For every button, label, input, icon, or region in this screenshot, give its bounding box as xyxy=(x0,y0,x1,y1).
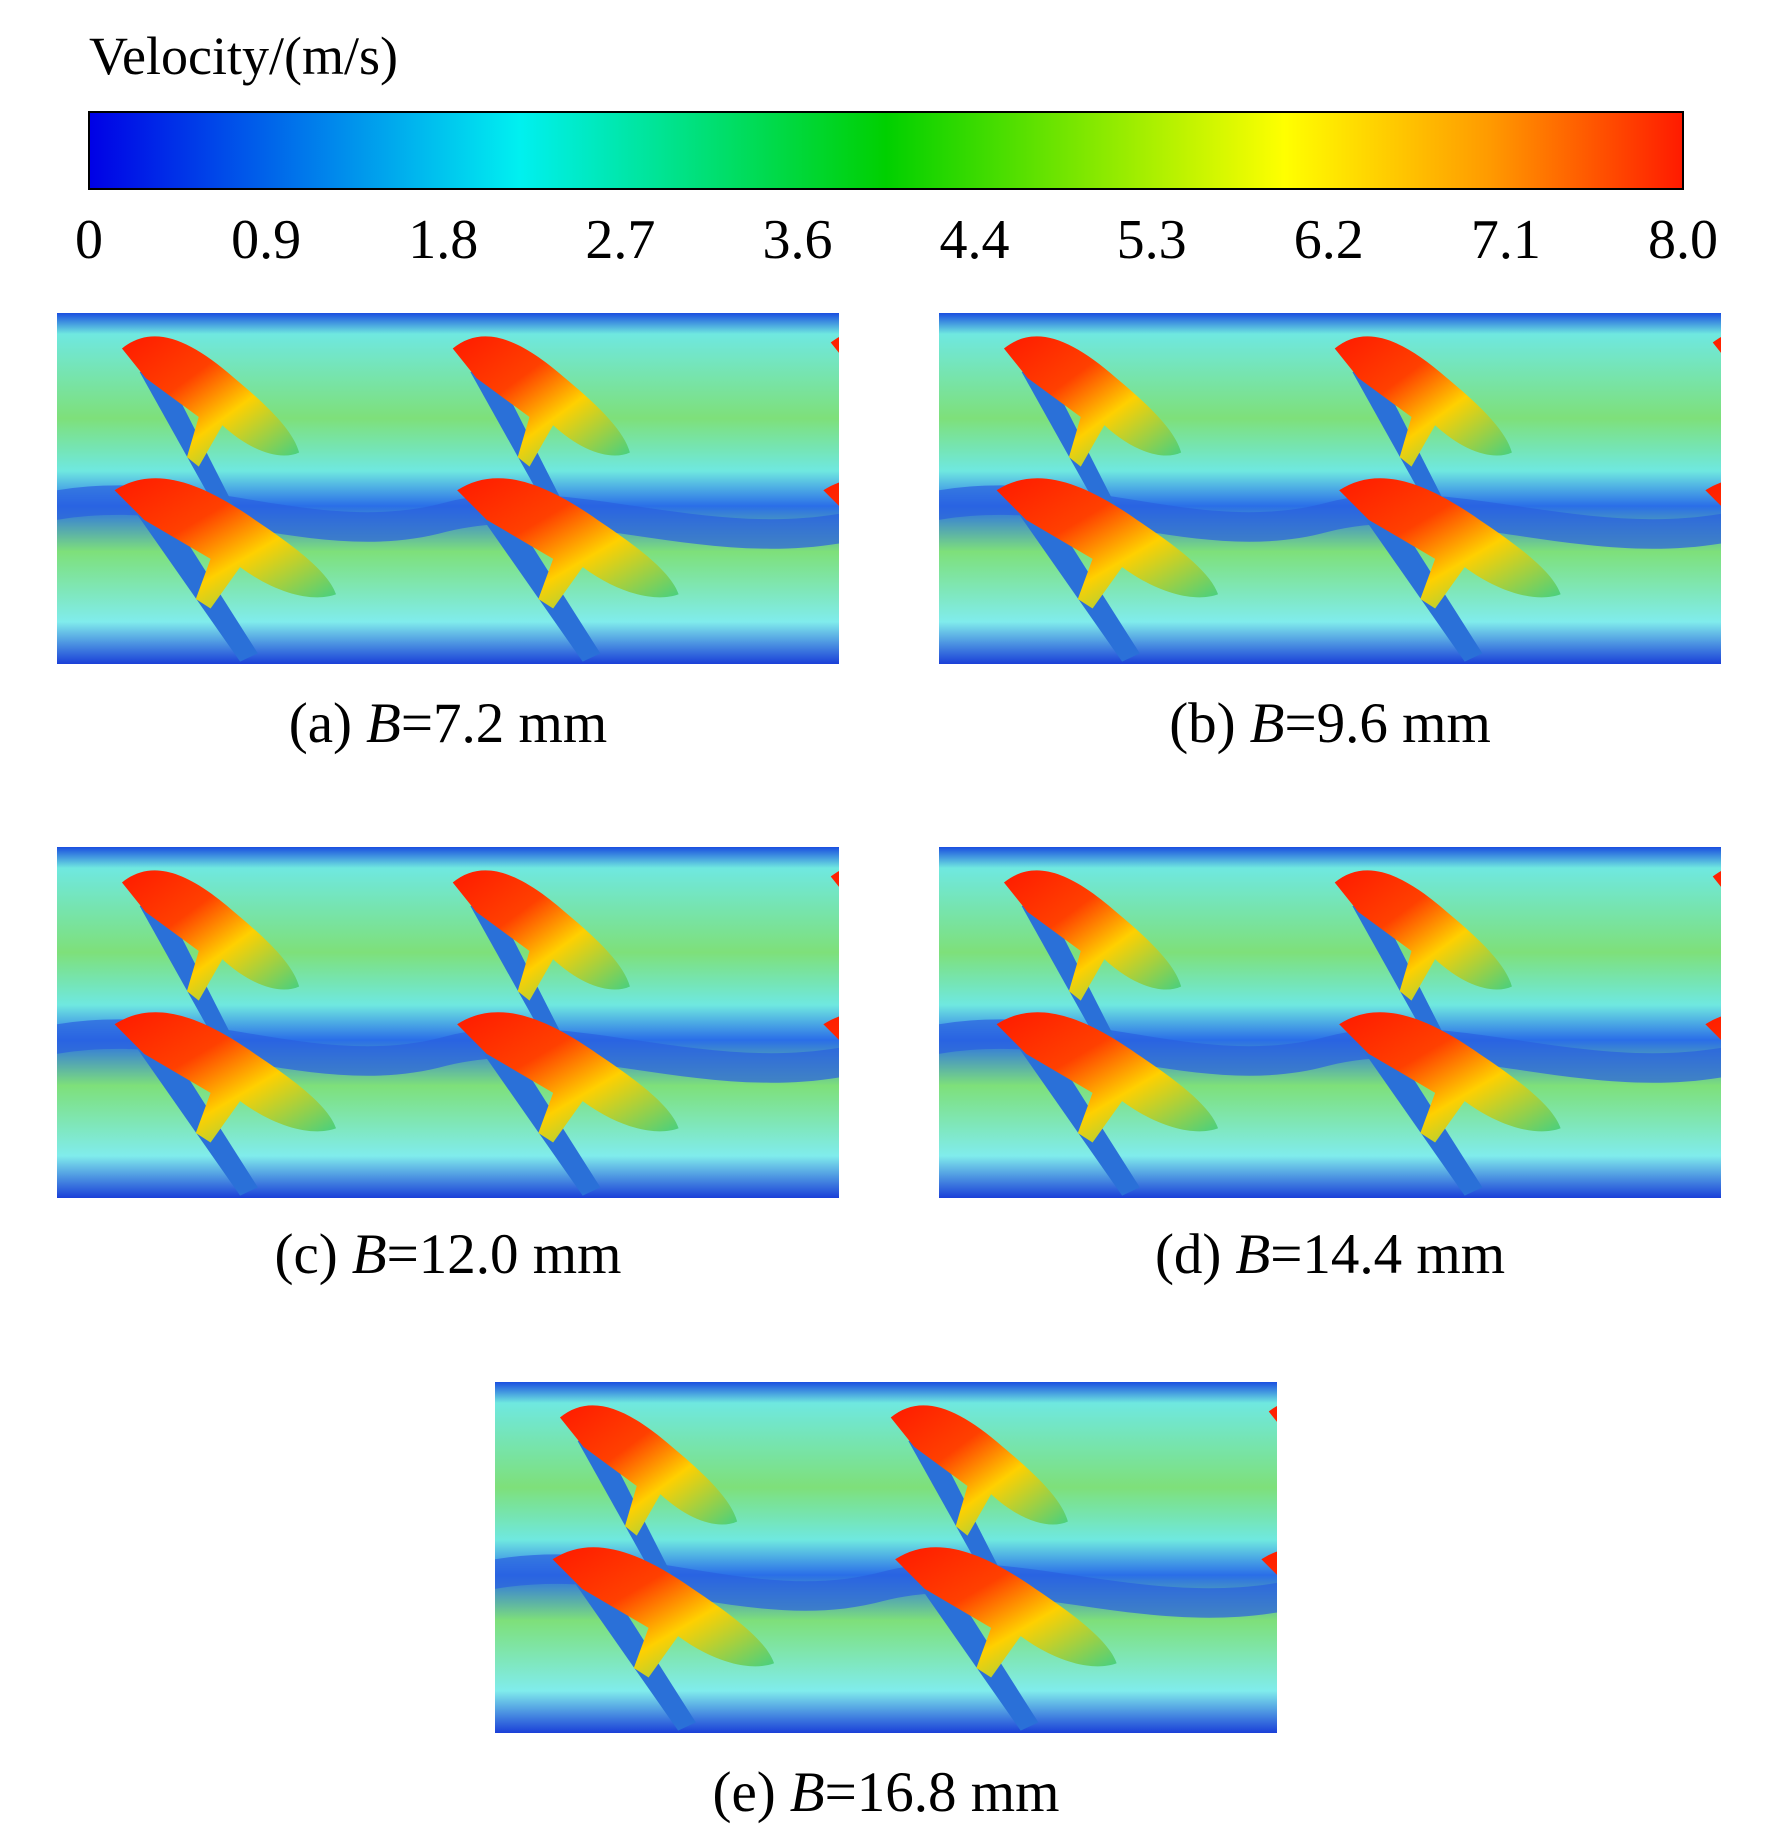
caption-label: (a) xyxy=(289,692,352,755)
caption-value: =16.8 mm xyxy=(825,1761,1060,1824)
velocity-contour xyxy=(57,313,1045,664)
contour-image xyxy=(939,313,1772,664)
panel-caption: (e) B=16.8 mm xyxy=(713,1761,1060,1824)
contour-image xyxy=(495,1382,1483,1733)
colorbar-tick-label: 1.8 xyxy=(408,209,478,271)
panel-caption: (d) B=14.4 mm xyxy=(1155,1223,1505,1286)
caption-value: =14.4 mm xyxy=(1270,1223,1505,1286)
colorbar-tick-label: 6.2 xyxy=(1294,209,1364,271)
colorbar-tick-label: 3.6 xyxy=(762,209,832,271)
colorbar-tick-label: 4.4 xyxy=(940,209,1010,271)
caption-value: =7.2 mm xyxy=(401,692,607,755)
panel-caption: (a) B=7.2 mm xyxy=(289,692,607,755)
velocity-contour xyxy=(495,1382,1483,1733)
colorbar-tick-label: 7.1 xyxy=(1471,209,1541,271)
colorbar-tick-label: 5.3 xyxy=(1117,209,1187,271)
colorbar-tick-label: 0 xyxy=(75,209,103,271)
colorbar-tick-label: 0.9 xyxy=(231,209,301,271)
velocity-contour xyxy=(939,313,1772,664)
caption-label: (d) xyxy=(1155,1223,1221,1286)
caption-variable: B xyxy=(366,692,401,755)
panel-caption: (b) B=9.6 mm xyxy=(1169,692,1491,755)
contour-image xyxy=(57,847,1045,1198)
contour-image xyxy=(57,313,1045,664)
velocity-contour xyxy=(939,847,1772,1198)
panel-caption: (c) B=12.0 mm xyxy=(275,1223,622,1286)
caption-value: =12.0 mm xyxy=(387,1223,622,1286)
colorbar-tick-label: 8.0 xyxy=(1648,209,1718,271)
colorbar-title: Velocity/(m/s) xyxy=(89,26,398,86)
colorbar-tick-label: 2.7 xyxy=(585,209,655,271)
colorbar xyxy=(88,111,1684,190)
velocity-contour xyxy=(57,847,1045,1198)
caption-label: (c) xyxy=(275,1223,338,1286)
caption-variable: B xyxy=(1235,1223,1270,1286)
caption-variable: B xyxy=(1250,692,1285,755)
caption-label: (b) xyxy=(1169,692,1235,755)
contour-image xyxy=(939,847,1772,1198)
caption-label: (e) xyxy=(713,1761,776,1824)
caption-variable: B xyxy=(352,1223,387,1286)
caption-value: =9.6 mm xyxy=(1284,692,1490,755)
caption-variable: B xyxy=(790,1761,825,1824)
